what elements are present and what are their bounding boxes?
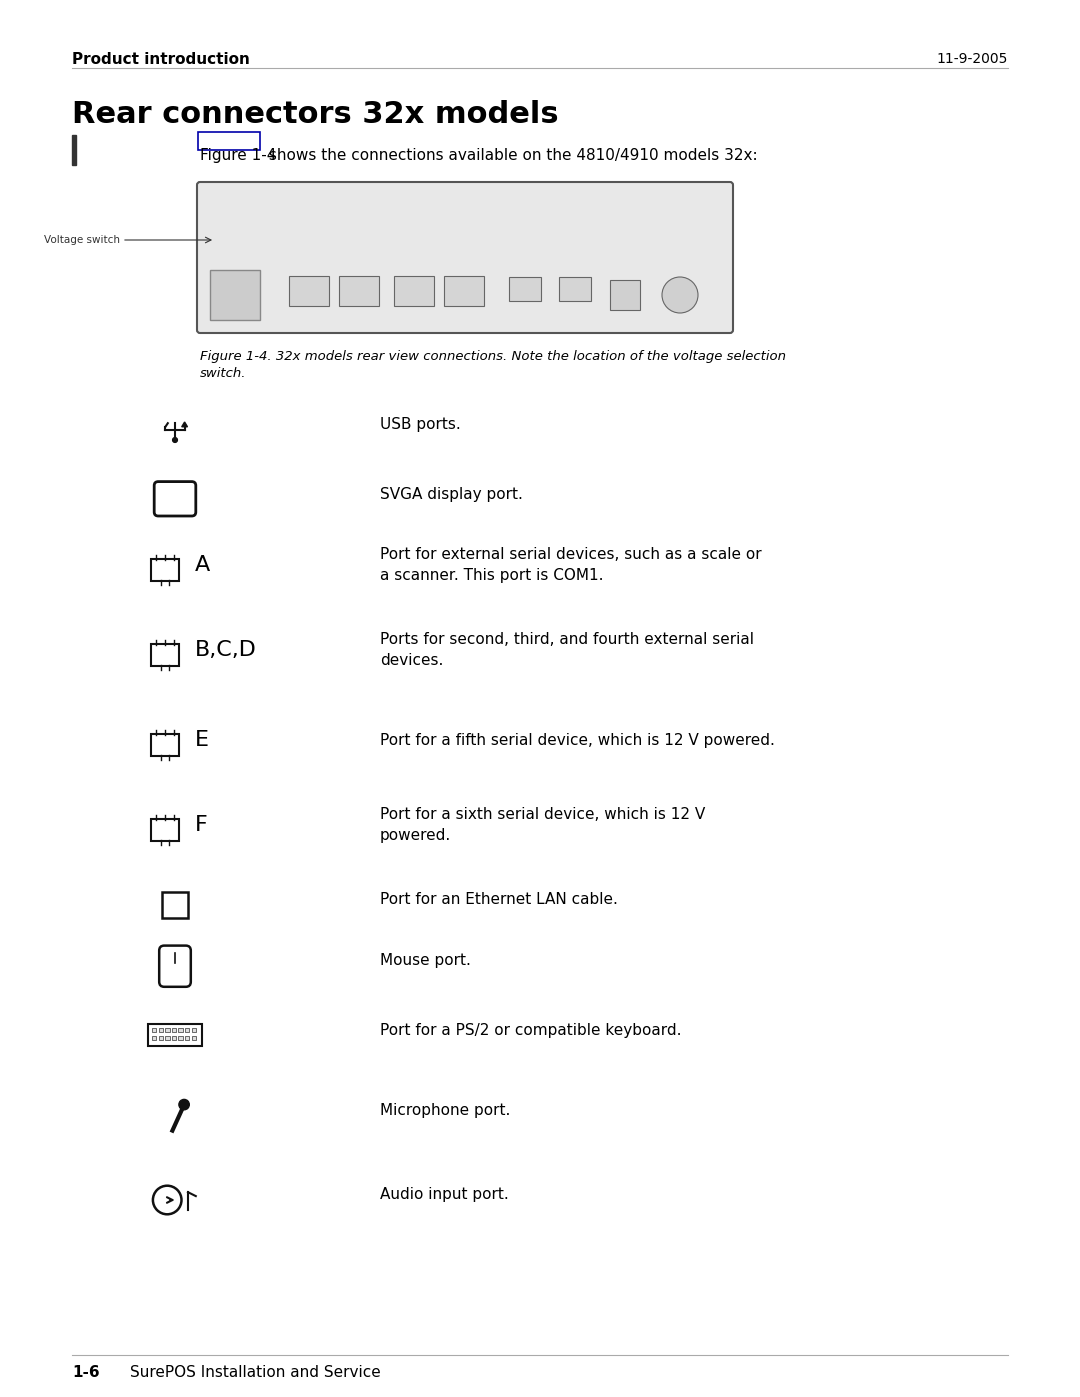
Text: Microphone port.: Microphone port. <box>380 1102 511 1118</box>
Text: 11-9-2005: 11-9-2005 <box>936 52 1008 66</box>
FancyBboxPatch shape <box>559 277 591 300</box>
FancyBboxPatch shape <box>289 277 329 306</box>
Text: E: E <box>195 731 210 750</box>
Bar <box>191 1037 195 1039</box>
Circle shape <box>662 277 698 313</box>
Bar <box>172 1037 176 1039</box>
Text: Product introduction: Product introduction <box>72 52 249 67</box>
Text: Mouse port.: Mouse port. <box>380 953 471 968</box>
Text: A: A <box>195 555 211 576</box>
Text: USB ports.: USB ports. <box>380 418 461 433</box>
Bar <box>610 279 640 310</box>
Bar <box>165 1028 170 1032</box>
Bar <box>159 1028 163 1032</box>
Bar <box>210 270 260 320</box>
Text: Port for a sixth serial device, which is 12 V
powered.: Port for a sixth serial device, which is… <box>380 807 705 842</box>
Text: Voltage switch: Voltage switch <box>44 235 120 244</box>
Bar <box>72 136 76 165</box>
Bar <box>165 1037 170 1039</box>
FancyBboxPatch shape <box>197 182 733 332</box>
Bar <box>172 1028 176 1032</box>
Bar <box>159 1037 163 1039</box>
Polygon shape <box>181 422 188 427</box>
Text: Figure 1-4. 32x models rear view connections. Note the location of the voltage s: Figure 1-4. 32x models rear view connect… <box>200 351 786 380</box>
Text: Port for a fifth serial device, which is 12 V powered.: Port for a fifth serial device, which is… <box>380 732 774 747</box>
Bar <box>178 1037 183 1039</box>
Text: Rear connectors 32x models: Rear connectors 32x models <box>72 101 558 129</box>
Text: F: F <box>195 814 207 835</box>
Text: Figure 1-4: Figure 1-4 <box>200 148 276 163</box>
Text: 1-6: 1-6 <box>72 1365 99 1380</box>
Text: Port for external serial devices, such as a scale or
a scanner. This port is COM: Port for external serial devices, such a… <box>380 548 761 583</box>
FancyBboxPatch shape <box>394 277 434 306</box>
Circle shape <box>179 1099 189 1109</box>
Text: Ports for second, third, and fourth external serial
devices.: Ports for second, third, and fourth exte… <box>380 631 754 668</box>
Bar <box>178 1028 183 1032</box>
Bar <box>191 1028 195 1032</box>
Bar <box>152 1037 157 1039</box>
Text: SurePOS Installation and Service: SurePOS Installation and Service <box>130 1365 381 1380</box>
Bar <box>162 893 188 918</box>
Text: Port for an Ethernet LAN cable.: Port for an Ethernet LAN cable. <box>380 893 618 908</box>
Circle shape <box>173 437 177 443</box>
Bar <box>152 1028 157 1032</box>
Text: shows the connections available on the 4810/4910 models 32x:: shows the connections available on the 4… <box>264 148 758 163</box>
Bar <box>185 1028 189 1032</box>
Bar <box>185 1037 189 1039</box>
FancyBboxPatch shape <box>339 277 379 306</box>
Text: Port for a PS/2 or compatible keyboard.: Port for a PS/2 or compatible keyboard. <box>380 1023 681 1038</box>
FancyBboxPatch shape <box>444 277 484 306</box>
Text: B,C,D: B,C,D <box>195 640 257 659</box>
Text: Audio input port.: Audio input port. <box>380 1187 509 1203</box>
Text: SVGA display port.: SVGA display port. <box>380 488 523 503</box>
FancyBboxPatch shape <box>509 277 541 300</box>
